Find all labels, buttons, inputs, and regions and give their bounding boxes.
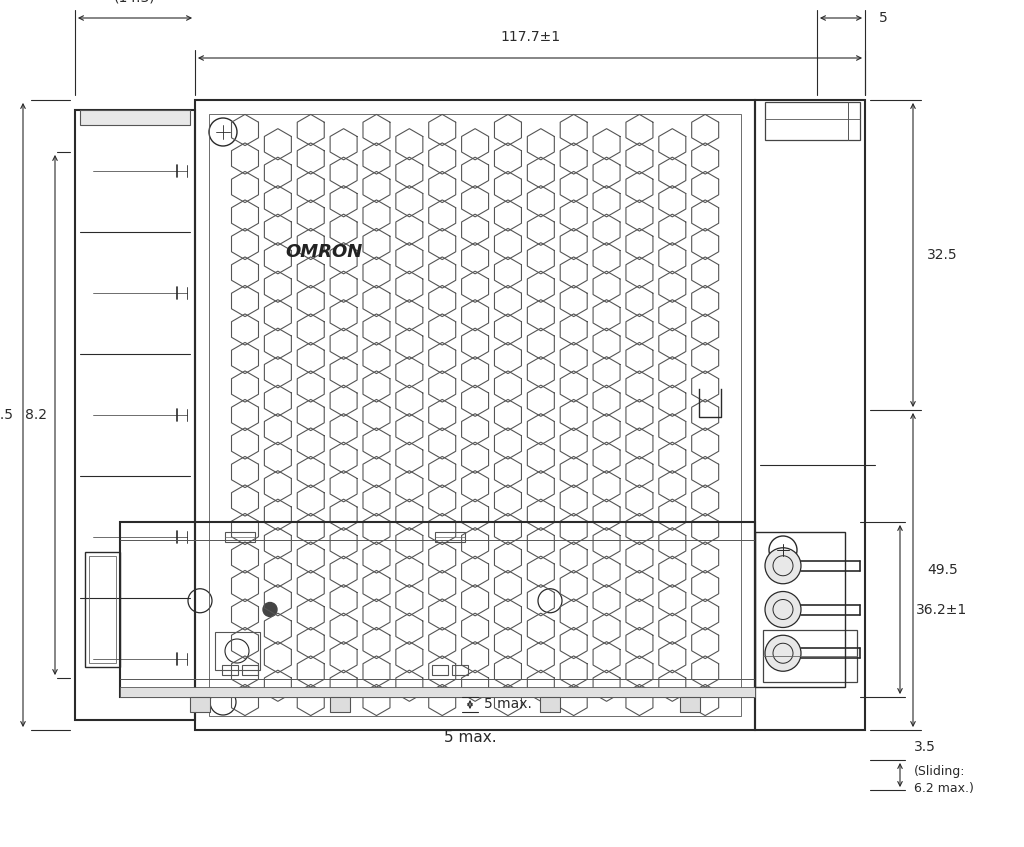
Bar <box>209 114 741 716</box>
Bar <box>765 102 860 140</box>
Text: (14.3): (14.3) <box>115 0 156 4</box>
Text: 3.5: 3.5 <box>914 740 936 754</box>
Text: 6.2 max.): 6.2 max.) <box>914 782 974 795</box>
Bar <box>755 100 865 730</box>
Bar <box>242 665 258 675</box>
Bar <box>225 532 255 542</box>
Bar <box>195 100 755 730</box>
Bar <box>215 632 260 670</box>
Text: 8.2: 8.2 <box>25 408 47 422</box>
Bar <box>222 665 238 675</box>
Text: 36.2±1: 36.2±1 <box>916 602 968 617</box>
Circle shape <box>765 591 801 628</box>
Text: 5 max.: 5 max. <box>443 730 497 745</box>
Text: 9.5: 9.5 <box>0 408 13 422</box>
Text: (Sliding:: (Sliding: <box>914 765 966 778</box>
Circle shape <box>263 602 278 617</box>
Circle shape <box>765 635 801 672</box>
Bar <box>432 665 449 675</box>
Bar <box>763 630 857 682</box>
Bar <box>89 556 116 663</box>
Text: OMRON: OMRON <box>285 243 362 261</box>
Bar <box>435 532 465 542</box>
Text: 32.5: 32.5 <box>927 248 957 262</box>
Text: 117.7±1: 117.7±1 <box>500 30 560 44</box>
Bar <box>330 697 350 712</box>
Text: 49.5: 49.5 <box>927 563 957 577</box>
Bar <box>452 665 468 675</box>
Circle shape <box>765 548 801 584</box>
Bar <box>120 687 755 697</box>
Bar <box>120 522 755 697</box>
Bar <box>540 697 560 712</box>
Bar <box>75 110 195 720</box>
Text: 5: 5 <box>879 11 888 25</box>
Bar <box>190 697 210 712</box>
Bar <box>680 697 700 712</box>
Bar <box>80 110 190 125</box>
Bar <box>85 552 120 667</box>
Bar <box>755 532 845 687</box>
Text: 5 max.: 5 max. <box>484 697 531 711</box>
